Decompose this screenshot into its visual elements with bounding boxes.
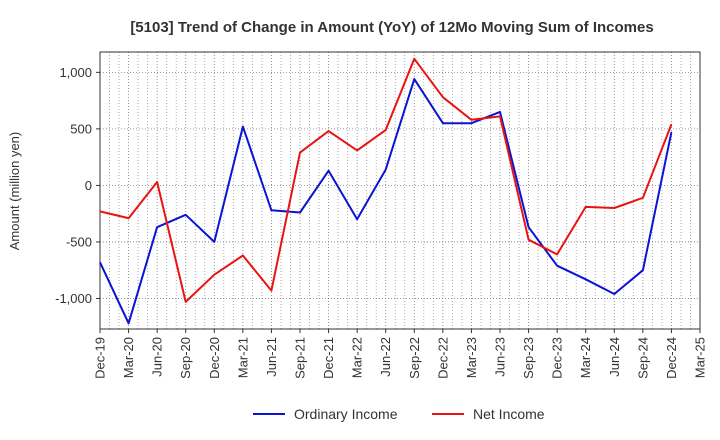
data-point	[528, 239, 530, 241]
x-tick-label: Jun-20	[150, 337, 165, 377]
data-point	[499, 115, 501, 117]
legend: Ordinary Income Net Income	[253, 406, 545, 422]
data-point	[299, 152, 301, 154]
data-point	[242, 255, 244, 257]
data-point	[470, 119, 472, 121]
data-point	[156, 181, 158, 183]
data-point	[613, 207, 615, 209]
y-tick-label: -500	[66, 234, 92, 249]
x-tick-label: Sep-21	[293, 337, 308, 379]
y-axis: 1,000 500 0 -500 -1,000	[55, 65, 100, 306]
x-tick-label: Jun-21	[264, 337, 279, 377]
x-tick-label: Dec-24	[664, 337, 679, 379]
x-tick-label: Sep-20	[178, 337, 193, 379]
data-point	[356, 218, 358, 220]
data-point	[270, 290, 272, 292]
series-group	[99, 57, 673, 325]
data-point	[356, 149, 358, 151]
x-tick-label: Dec-20	[207, 337, 222, 379]
x-tick-label: Jun-23	[493, 337, 508, 377]
chart-title: [5103] Trend of Change in Amount (YoY) o…	[130, 19, 653, 36]
data-point	[442, 122, 444, 124]
data-point	[185, 214, 187, 216]
x-tick-label: Mar-23	[464, 337, 479, 378]
grid	[99, 52, 701, 329]
data-point	[499, 111, 501, 113]
x-axis: Dec-19 Mar-20 Jun-20 Sep-20 Dec-20 Mar-21 Jun-…	[93, 329, 708, 379]
x-tick-label: Sep-24	[635, 337, 650, 379]
data-point	[670, 123, 672, 125]
data-point	[642, 197, 644, 199]
y-tick-label: 1,000	[59, 65, 92, 80]
data-point	[413, 78, 415, 80]
data-point	[413, 58, 415, 60]
x-tick-label: Dec-21	[321, 337, 336, 379]
x-tick-label: Mar-25	[693, 337, 708, 378]
data-point	[385, 129, 387, 131]
data-point	[613, 293, 615, 295]
y-tick-label: 0	[85, 178, 92, 193]
y-axis-label: Amount (million yen)	[7, 132, 22, 251]
data-point	[385, 169, 387, 171]
legend-label: Ordinary Income	[294, 406, 398, 422]
data-point	[528, 226, 530, 228]
x-tick-label: Jun-22	[378, 337, 393, 377]
x-tick-label: Sep-22	[407, 337, 422, 379]
data-point	[442, 96, 444, 98]
data-point	[242, 126, 244, 128]
data-point	[213, 274, 215, 276]
data-point	[99, 261, 101, 263]
x-tick-label: Dec-22	[435, 337, 450, 379]
data-point	[470, 122, 472, 124]
data-point	[156, 226, 158, 228]
data-point	[670, 131, 672, 133]
x-tick-label: Jun-24	[607, 337, 622, 377]
data-point	[642, 269, 644, 271]
data-point	[270, 209, 272, 211]
data-point	[99, 210, 101, 212]
data-point	[213, 241, 215, 243]
x-tick-label: Dec-19	[93, 337, 108, 379]
x-tick-label: Mar-20	[121, 337, 136, 378]
data-point	[585, 206, 587, 208]
x-tick-label: Mar-24	[578, 337, 593, 378]
data-point	[556, 253, 558, 255]
data-point	[185, 301, 187, 303]
data-point	[299, 212, 301, 214]
x-tick-label: Mar-21	[235, 337, 250, 378]
data-point	[128, 322, 130, 324]
legend-label: Net Income	[473, 406, 545, 422]
y-tick-label: 500	[70, 121, 92, 136]
x-tick-label: Mar-22	[350, 337, 365, 378]
x-tick-label: Sep-23	[521, 337, 536, 379]
data-point	[328, 130, 330, 132]
data-point	[128, 217, 130, 219]
data-point	[328, 170, 330, 172]
data-point	[585, 278, 587, 280]
plot-area	[99, 51, 701, 330]
data-point	[556, 265, 558, 267]
y-tick-label: -1,000	[55, 291, 92, 306]
x-tick-label: Dec-23	[550, 337, 565, 379]
